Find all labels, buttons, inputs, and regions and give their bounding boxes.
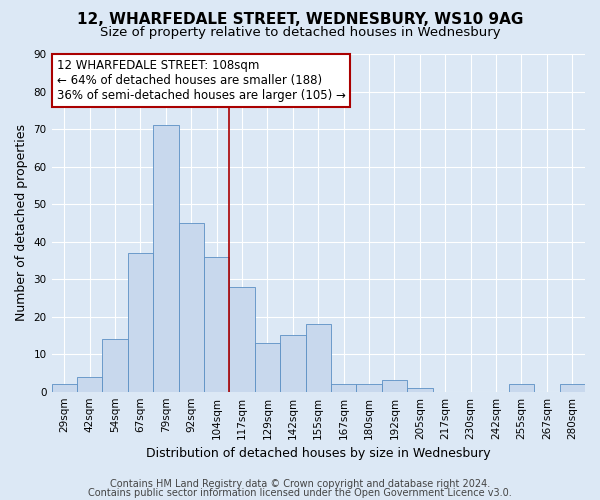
Bar bbox=[103, 339, 128, 392]
Bar bbox=[229, 286, 255, 392]
Bar bbox=[560, 384, 585, 392]
Bar bbox=[382, 380, 407, 392]
Bar bbox=[153, 126, 179, 392]
Bar bbox=[77, 376, 103, 392]
Text: 12, WHARFEDALE STREET, WEDNESBURY, WS10 9AG: 12, WHARFEDALE STREET, WEDNESBURY, WS10 … bbox=[77, 12, 523, 28]
Text: Contains public sector information licensed under the Open Government Licence v3: Contains public sector information licen… bbox=[88, 488, 512, 498]
Y-axis label: Number of detached properties: Number of detached properties bbox=[15, 124, 28, 322]
Bar bbox=[356, 384, 382, 392]
Bar bbox=[331, 384, 356, 392]
Bar bbox=[255, 343, 280, 392]
Bar bbox=[509, 384, 534, 392]
Bar bbox=[204, 256, 229, 392]
Text: Size of property relative to detached houses in Wednesbury: Size of property relative to detached ho… bbox=[100, 26, 500, 39]
Bar bbox=[128, 253, 153, 392]
Bar bbox=[407, 388, 433, 392]
Bar bbox=[305, 324, 331, 392]
X-axis label: Distribution of detached houses by size in Wednesbury: Distribution of detached houses by size … bbox=[146, 447, 491, 460]
Text: Contains HM Land Registry data © Crown copyright and database right 2024.: Contains HM Land Registry data © Crown c… bbox=[110, 479, 490, 489]
Bar bbox=[52, 384, 77, 392]
Text: 12 WHARFEDALE STREET: 108sqm
← 64% of detached houses are smaller (188)
36% of s: 12 WHARFEDALE STREET: 108sqm ← 64% of de… bbox=[57, 59, 346, 102]
Bar bbox=[280, 336, 305, 392]
Bar bbox=[179, 223, 204, 392]
